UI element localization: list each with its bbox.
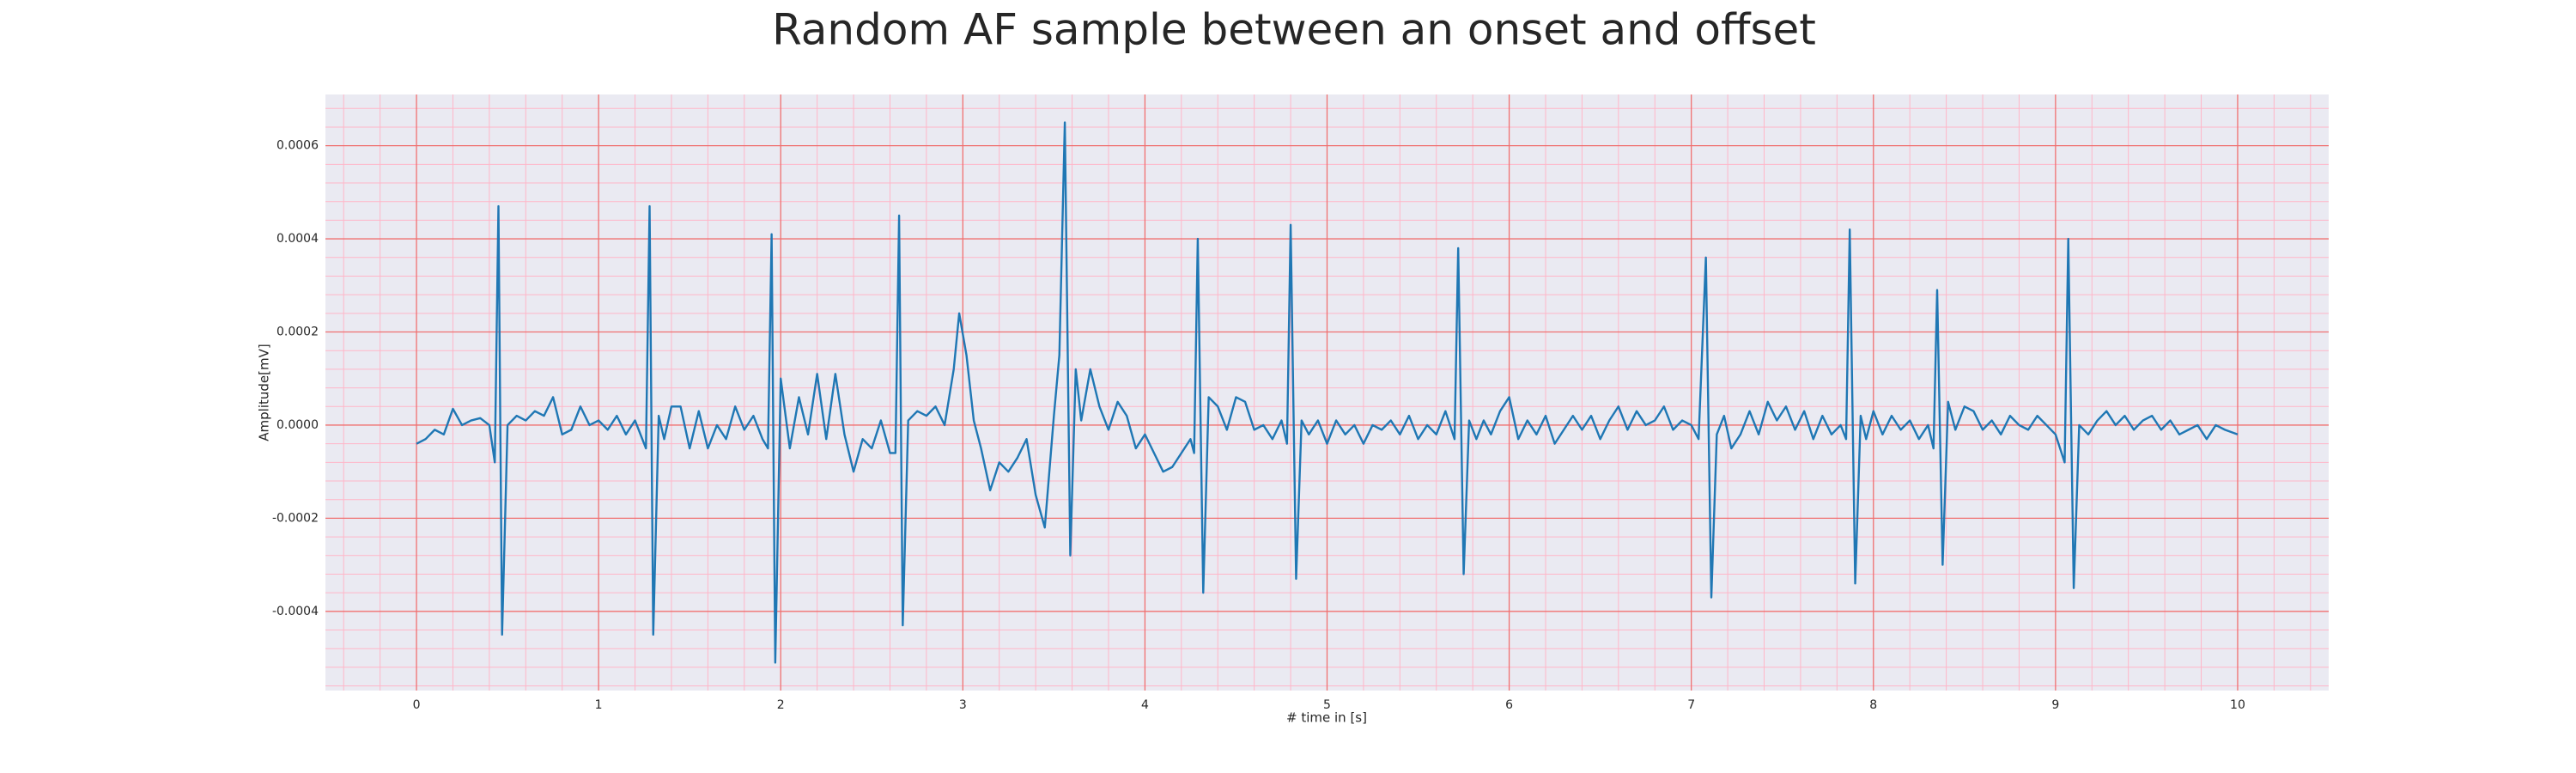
chart-title: Random AF sample between an onset and of… xyxy=(772,5,1816,55)
x-tick-label: 3 xyxy=(959,698,967,712)
y-tick-label: -0.0004 xyxy=(272,605,319,618)
x-tick-label: 5 xyxy=(1323,698,1331,712)
x-axis-label: # time in [s] xyxy=(1286,710,1367,726)
x-tick-label: 7 xyxy=(1687,698,1695,712)
plot-marks xyxy=(416,121,2239,664)
x-tick-label: 1 xyxy=(595,698,603,712)
signal-line xyxy=(416,121,2239,664)
y-tick-label: 0.0000 xyxy=(276,418,319,432)
x-tick-label: 4 xyxy=(1141,698,1149,712)
x-tick-label: 9 xyxy=(2051,698,2059,712)
x-tick-label: 0 xyxy=(413,698,421,712)
y-tick-label: -0.0002 xyxy=(272,511,319,525)
y-tick-label: 0.0002 xyxy=(276,326,319,339)
x-tick-label: 6 xyxy=(1505,698,1513,712)
x-tick-label: 10 xyxy=(2230,698,2245,712)
major-grid xyxy=(325,94,2329,691)
y-axis-label: Amplitude[mV] xyxy=(257,344,272,441)
x-tick-label: 2 xyxy=(777,698,785,712)
y-tick-label: 0.0004 xyxy=(276,232,319,246)
y-tick-label: 0.0006 xyxy=(276,139,319,153)
x-tick-label: 8 xyxy=(1869,698,1877,712)
